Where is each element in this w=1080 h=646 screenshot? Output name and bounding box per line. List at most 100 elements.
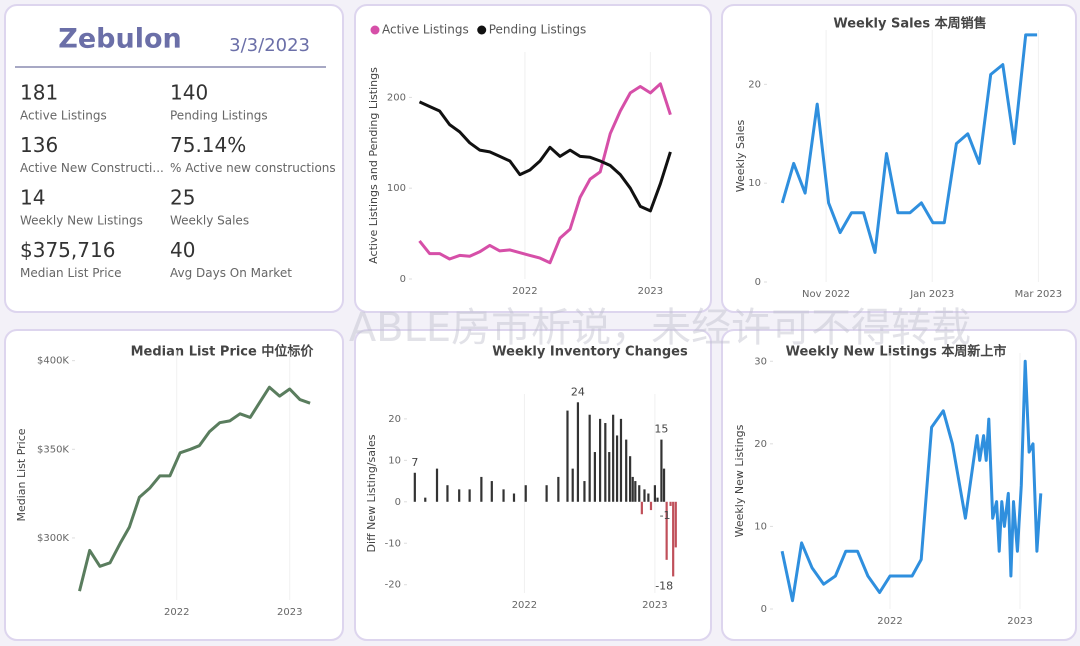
listings-panel — [354, 4, 712, 313]
x-tick-label: Mar 2023 — [1015, 289, 1063, 300]
bar — [629, 456, 632, 502]
y-tick-label: 20 — [754, 439, 767, 450]
bar — [588, 414, 591, 502]
kpi-value: 75.14% — [170, 133, 246, 157]
chart: Weekly Inventory Changes Diff New Listing… — [365, 345, 688, 612]
y-tick-label: 0 — [755, 277, 761, 288]
bar — [557, 476, 560, 502]
bar — [649, 501, 653, 511]
y-tick-label: 30 — [754, 356, 767, 367]
y-tick-label: 10 — [388, 455, 401, 466]
kpi-value: 40 — [170, 238, 195, 262]
x-tick-label: 2022 — [512, 286, 537, 297]
y-tick-label: -10 — [385, 538, 401, 549]
bar — [672, 501, 675, 577]
bar — [524, 485, 527, 502]
data-label: -18 — [655, 579, 673, 592]
bar — [480, 476, 483, 502]
y-tick-label: $400K — [37, 356, 69, 367]
watermark: ABLE房市析说，未经许可不得转载 — [349, 305, 971, 351]
charts: Active Listings and Pending Listings0100… — [15, 16, 1062, 628]
x-tick-label: 2022 — [877, 616, 902, 627]
bar — [566, 410, 569, 502]
y-axis-label: Active Listings and Pending Listings — [367, 67, 380, 264]
bar — [619, 418, 623, 502]
x-tick-label: 2023 — [1007, 616, 1032, 627]
bar — [643, 489, 646, 502]
x-tick-label: 2022 — [512, 600, 537, 611]
kpi-label: Pending Listings — [170, 109, 268, 123]
y-tick-label: 0 — [395, 497, 401, 508]
price-panel — [4, 329, 344, 641]
bar — [665, 501, 668, 560]
bar — [576, 402, 580, 502]
kpi-value: 136 — [20, 133, 58, 157]
new-listings-panel — [721, 329, 1077, 641]
bar — [608, 452, 611, 502]
legend-label: Pending Listings — [489, 23, 587, 37]
x-tick-label: 2023 — [277, 607, 302, 618]
sales-panel — [721, 4, 1077, 313]
y-tick-label: 0 — [400, 274, 406, 285]
y-tick-label: 20 — [388, 414, 401, 425]
y-tick-label: $300K — [37, 533, 69, 544]
kpi-items: 181 Active Listings 140 Pending Listings 136… — [20, 81, 336, 281]
legend-marker — [477, 25, 487, 35]
kpi-label: Weekly Sales — [170, 214, 249, 228]
bar — [656, 497, 659, 502]
chart-title: Weekly Inventory Changes — [492, 345, 688, 360]
kpi-date: 3/3/2023 — [229, 35, 310, 56]
bar — [502, 489, 505, 502]
kpi-label: Avg Days On Market — [170, 266, 292, 280]
bar — [674, 501, 677, 548]
bar — [625, 439, 628, 502]
kpi-value: $375,716 — [20, 238, 115, 262]
y-axis-label: Diff New Listing/sales — [365, 434, 378, 552]
y-tick-label: $350K — [37, 444, 69, 455]
chart: Weekly Sales 本周销售 Weekly Sales 0 10 20 Nov 20… — [734, 16, 1062, 301]
x-tick-label: 2022 — [164, 607, 189, 618]
x-tick-label: Jan 2023 — [909, 289, 954, 300]
y-tick-label: 100 — [387, 183, 406, 194]
kpi-label: Weekly New Listings — [20, 214, 143, 228]
y-tick-label: 10 — [748, 178, 761, 189]
bar — [662, 468, 666, 502]
series-line — [418, 82, 672, 265]
bar — [669, 501, 672, 506]
inventory-panel — [354, 329, 712, 641]
kpi-title: Zebulon — [58, 24, 181, 55]
bar — [647, 493, 650, 502]
bar — [458, 489, 461, 502]
x-tick-label: 2023 — [642, 600, 667, 611]
data-label: -1 — [660, 509, 671, 522]
kpi-label: Active New Constructi... — [20, 161, 164, 175]
kpi-label: Active Listings — [20, 109, 107, 123]
kpi-value: 25 — [170, 186, 195, 210]
y-tick-label: 0 — [761, 604, 767, 615]
chart: Weekly New Listings 本周新上市 Weekly New List… — [733, 344, 1043, 627]
bar — [468, 489, 471, 502]
kpi-value: 181 — [20, 81, 58, 105]
bar — [634, 481, 637, 502]
y-tick-label: 10 — [754, 521, 767, 532]
y-axis-label: Weekly Sales — [734, 119, 747, 192]
legend-label: Active Listings — [382, 23, 469, 37]
bar — [593, 452, 596, 502]
series-line — [780, 359, 1043, 603]
chart-title: Median List Price 中位标价 — [131, 344, 315, 360]
bar — [435, 468, 439, 502]
chart-title: Weekly Sales 本周销售 — [833, 16, 986, 32]
data-label: 15 — [654, 423, 668, 436]
bar — [571, 468, 574, 502]
series-line — [418, 100, 672, 213]
bar — [638, 485, 641, 502]
bar — [653, 485, 657, 502]
series-line — [78, 385, 311, 592]
series-line — [780, 33, 1038, 254]
bar — [413, 472, 416, 502]
bar — [612, 414, 615, 502]
kpi-label: % Active new constructions — [170, 161, 336, 175]
bar — [446, 485, 449, 502]
